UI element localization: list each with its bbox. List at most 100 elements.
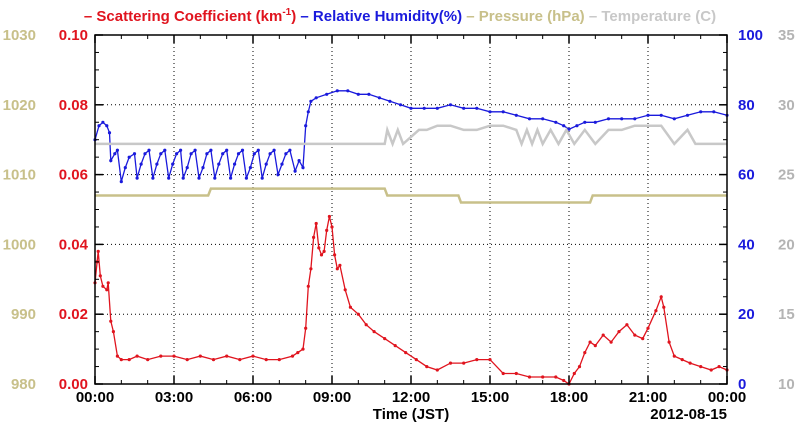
- data-point: [309, 267, 313, 271]
- temperature-tick-label: 20: [778, 236, 795, 253]
- data-point: [327, 214, 331, 219]
- data-point: [301, 166, 305, 170]
- temperature-tick-label: 30: [778, 97, 795, 114]
- data-point: [462, 361, 466, 365]
- data-point: [264, 162, 268, 166]
- data-point: [448, 103, 453, 107]
- data-point: [572, 371, 576, 376]
- data-point: [575, 124, 579, 128]
- data-point: [593, 344, 597, 348]
- pressure-tick-label: 1030: [3, 27, 36, 44]
- data-point: [567, 127, 571, 131]
- data-point: [139, 162, 143, 166]
- data-point: [322, 249, 326, 253]
- data-point: [562, 124, 566, 128]
- data-point: [159, 354, 163, 358]
- x-tick-label: 12:00: [392, 389, 430, 406]
- scattering-tick-label: 0.08: [59, 97, 88, 114]
- data-point: [488, 110, 492, 114]
- data-point: [488, 358, 492, 362]
- data-point: [319, 253, 324, 257]
- data-point: [448, 361, 453, 365]
- data-point: [475, 358, 479, 362]
- data-point: [264, 358, 268, 362]
- data-point: [167, 176, 171, 180]
- data-point: [225, 148, 229, 152]
- x-tick-label: 15:00: [471, 389, 509, 406]
- humidity-tick-label: 40: [738, 236, 755, 253]
- data-point: [251, 354, 255, 358]
- data-point: [213, 176, 217, 180]
- data-point: [240, 148, 245, 152]
- data-point: [527, 375, 532, 379]
- data-point: [284, 152, 288, 156]
- data-point: [97, 124, 101, 128]
- data-point: [501, 371, 505, 376]
- series-group: [93, 214, 729, 386]
- humidity-tick-label: 20: [738, 306, 755, 323]
- temperature-tick-label: 25: [778, 167, 795, 184]
- data-point: [98, 274, 102, 278]
- data-point: [646, 113, 650, 117]
- data-point: [260, 176, 264, 180]
- data-point: [175, 152, 179, 156]
- data-point: [290, 354, 295, 358]
- data-point: [541, 117, 545, 121]
- data-point: [383, 337, 387, 341]
- data-point: [388, 99, 392, 103]
- scattering-tick-label: 0.00: [59, 376, 88, 393]
- data-point: [562, 378, 566, 383]
- data-point: [105, 124, 109, 128]
- data-point: [127, 358, 131, 362]
- data-point: [475, 106, 479, 110]
- data-point: [633, 117, 637, 121]
- x-tick-label: 03:00: [155, 389, 193, 406]
- data-point: [662, 305, 666, 309]
- data-point: [244, 176, 248, 180]
- data-point: [189, 152, 193, 156]
- data-point: [601, 333, 605, 337]
- series-line: [95, 124, 727, 148]
- data-point: [123, 166, 127, 170]
- data-point: [225, 354, 229, 358]
- data-point: [115, 354, 119, 358]
- data-point: [197, 176, 201, 180]
- data-point: [625, 323, 629, 327]
- data-point: [330, 225, 334, 229]
- gridlines: [95, 35, 727, 384]
- scattering-tick-label: 0.04: [59, 236, 89, 253]
- data-point: [617, 330, 621, 334]
- data-point: [268, 152, 272, 156]
- data-point: [356, 312, 360, 316]
- data-point: [201, 166, 205, 170]
- data-point: [135, 354, 139, 358]
- data-point: [583, 351, 587, 355]
- data-point: [609, 340, 613, 344]
- data-point: [527, 117, 532, 121]
- data-point: [335, 267, 339, 271]
- data-point: [425, 365, 429, 369]
- data-point: [105, 288, 109, 292]
- data-point: [435, 106, 439, 110]
- x-tick-label: 21:00: [629, 389, 667, 406]
- data-point: [155, 162, 159, 166]
- data-point: [185, 166, 189, 170]
- data-point: [577, 365, 582, 369]
- x-tick-label: 18:00: [550, 389, 588, 406]
- data-point: [699, 365, 703, 369]
- data-point: [414, 358, 418, 362]
- data-point: [372, 330, 376, 334]
- data-point: [280, 162, 284, 166]
- data-point: [198, 354, 202, 358]
- data-point: [422, 106, 426, 110]
- data-point: [377, 96, 381, 100]
- data-point: [398, 103, 403, 107]
- axes-layer: 00:00 03:00 06:00 09:00 12:00 15:00 18:00 21:00…: [3, 27, 795, 406]
- pressure-tick-label: 990: [11, 306, 36, 323]
- data-point: [113, 152, 117, 156]
- legend-entry: – Relative Humidity(%): [296, 8, 462, 25]
- temperature-tick-label: 35: [778, 27, 795, 44]
- legend-text: – Scattering Coefficient (km-1) – Relati…: [84, 7, 716, 25]
- legend-entry: – Pressure (hPa): [462, 8, 585, 25]
